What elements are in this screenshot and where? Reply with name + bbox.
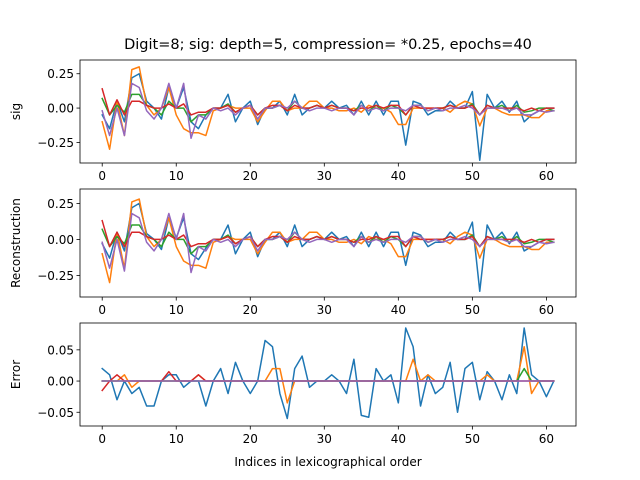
panels: 0 10 20 30 40 50 60 0.25 0.00 −0.25 sig 0 10 20 30 40 50… <box>9 59 577 446</box>
x-tick-label: 60 <box>539 432 554 446</box>
x-tick-label: 60 <box>539 169 554 183</box>
y-tick-label: 0.25 <box>47 67 74 81</box>
x-tick-label: 10 <box>169 432 184 446</box>
x-tick-label: 10 <box>169 303 184 317</box>
y-tick-label: 0.00 <box>47 233 74 247</box>
x-tick-label: 30 <box>317 303 332 317</box>
x-tick-label: 0 <box>98 303 106 317</box>
y-tick-label: 0.00 <box>47 102 74 116</box>
series-line-5 <box>101 212 555 274</box>
x-tick-label: 20 <box>243 432 258 446</box>
x-tick-label: 40 <box>391 432 406 446</box>
series-line-2 <box>101 66 555 151</box>
series-group <box>101 327 555 420</box>
series-line-1 <box>101 327 555 420</box>
series-line-2 <box>101 198 555 284</box>
x-tick-label: 60 <box>539 303 554 317</box>
x-tick-label: 0 <box>98 432 106 446</box>
x-tick-label: 20 <box>243 303 258 317</box>
panel-3: 0 10 20 30 40 50 60 0.05 0.00 −0.05 Error <box>9 322 577 446</box>
x-tick-label: 0 <box>98 169 106 183</box>
axes-frame <box>79 59 577 164</box>
y-tick-label: −0.25 <box>37 269 74 283</box>
series-group <box>101 198 555 292</box>
axes-frame <box>79 188 577 298</box>
y-axis-label: Error <box>9 360 23 389</box>
x-tick-label: 50 <box>465 303 480 317</box>
y-axis-label: Reconstruction <box>9 198 23 288</box>
x-tick-label: 20 <box>243 169 258 183</box>
panel-2: 0 10 20 30 40 50 60 0.25 0.00 −0.25 Reconstruction <box>9 188 577 317</box>
x-tick-label: 40 <box>391 303 406 317</box>
x-tick-label: 10 <box>169 169 184 183</box>
y-axis-label: sig <box>9 103 23 120</box>
x-axis-label: Indices in lexicographical order <box>234 455 421 469</box>
x-tick-label: 30 <box>317 169 332 183</box>
x-tick-label: 50 <box>465 169 480 183</box>
axes-frame <box>79 322 577 427</box>
x-tick-label: 50 <box>465 432 480 446</box>
series-group <box>101 66 555 161</box>
y-tick-label: −0.05 <box>37 406 74 420</box>
y-tick-label: −0.25 <box>37 136 74 150</box>
x-tick-label: 30 <box>317 432 332 446</box>
chart-title: Digit=8; sig: depth=5, compression= *0.2… <box>124 37 532 53</box>
x-tick-label: 40 <box>391 169 406 183</box>
y-tick-label: 0.25 <box>47 197 74 211</box>
series-line-5 <box>101 82 555 140</box>
y-tick-label: 0.05 <box>47 343 74 357</box>
panel-1: 0 10 20 30 40 50 60 0.25 0.00 −0.25 sig <box>9 59 577 183</box>
y-tick-label: 0.00 <box>47 375 74 389</box>
